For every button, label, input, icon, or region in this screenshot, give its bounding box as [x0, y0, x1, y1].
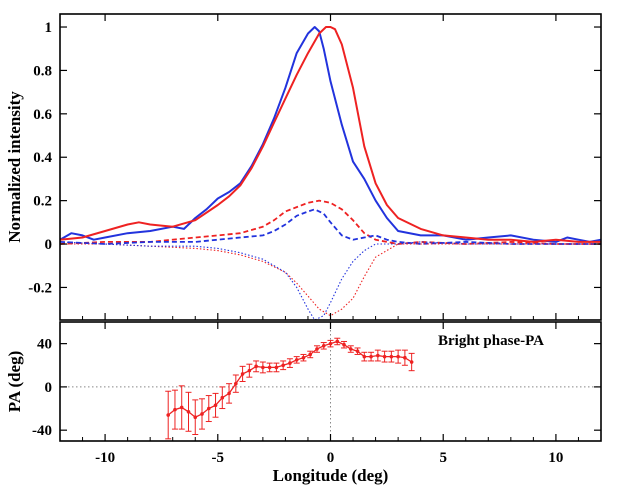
intensity-series-red-dotted [60, 243, 601, 317]
pa-point [348, 347, 353, 351]
pa-panel: -40 0 40 -10 -5 0 5 10 Bright phase-PA PA (deg)… [5, 316, 602, 485]
pa-point [281, 363, 285, 368]
pa-point [294, 358, 299, 362]
pa-series-line [167, 340, 413, 418]
intensity-series-red-solid [59, 26, 601, 243]
pa-point [240, 372, 245, 376]
intensity-y-tick-label: 0.2 [33, 194, 52, 210]
intensity-y-tick-label: 0.6 [33, 107, 52, 123]
pa-point [206, 406, 211, 411]
pa-point [166, 413, 170, 417]
x-tick-label: -10 [95, 450, 115, 466]
pa-y-tick-label: -40 [32, 423, 52, 439]
pa-point [234, 381, 238, 386]
intensity-y-tick-label: 1 [45, 20, 53, 36]
pa-point [382, 354, 387, 359]
intensity-series-blue-solid [59, 26, 602, 243]
intensity-axes: -0.2 0 0.2 0.4 0.6 0.8 1 [28, 14, 601, 320]
pa-point [247, 368, 252, 373]
intensity-panel: -0.2 0 0.2 0.4 0.6 0.8 1 Normalized intensity [5, 13, 602, 321]
intensity-plot-frame [59, 13, 602, 321]
pa-point [186, 409, 191, 414]
intensity-series-red-dashed [59, 199, 601, 245]
pa-point [274, 365, 279, 370]
pa-point [396, 354, 400, 359]
x-tick-label: 0 [327, 450, 335, 466]
intensity-y-tick-label: 0.4 [33, 150, 52, 166]
pa-y-tick-label: 0 [45, 380, 53, 396]
pa-point [308, 352, 313, 357]
intensity-y-axis-label: Normalized intensity [5, 91, 24, 243]
pa-point [213, 403, 218, 408]
intensity-y-tick-label: 0.8 [33, 63, 52, 79]
pa-point [335, 339, 340, 344]
x-tick-label: 5 [439, 450, 447, 466]
intensity-series-blue-dotted [59, 241, 601, 321]
pa-point [342, 342, 346, 347]
x-tick-label: 10 [548, 450, 563, 466]
pa-point [403, 355, 407, 360]
pa-point [369, 354, 373, 359]
pa-y-axis-label: PA (deg) [5, 351, 24, 413]
pa-point [220, 395, 225, 400]
pa-point [193, 415, 198, 420]
intensity-y-tick-label: -0.2 [28, 280, 52, 296]
pa-point [200, 412, 204, 416]
pa-point [409, 360, 414, 364]
pa-point [389, 354, 394, 359]
pa-point [362, 354, 367, 359]
x-tick-label: -5 [212, 450, 225, 466]
pa-point [376, 353, 380, 358]
intensity-series-blue-dashed [59, 208, 601, 245]
intensity-y-tick-label: 0 [45, 237, 53, 253]
pa-point [328, 341, 333, 346]
intensity-series-group [59, 26, 602, 321]
pa-axes: -40 0 40 -10 -5 0 5 10 [32, 316, 602, 466]
pa-panel-title: Bright phase-PA [438, 333, 544, 349]
pa-point [315, 347, 319, 351]
pa-point [288, 361, 292, 365]
pa-point [321, 344, 326, 348]
pa-point [254, 364, 258, 369]
x-axis-label: Longitude (deg) [273, 466, 389, 485]
pa-point [227, 391, 231, 396]
pa-point [355, 349, 360, 354]
pa-point [301, 355, 306, 360]
pa-point [173, 407, 177, 412]
pa-y-tick-label: 40 [37, 337, 52, 353]
pa-point [267, 365, 272, 370]
pa-series-group [165, 337, 415, 440]
pa-point [261, 365, 265, 370]
pa-point [179, 405, 184, 410]
